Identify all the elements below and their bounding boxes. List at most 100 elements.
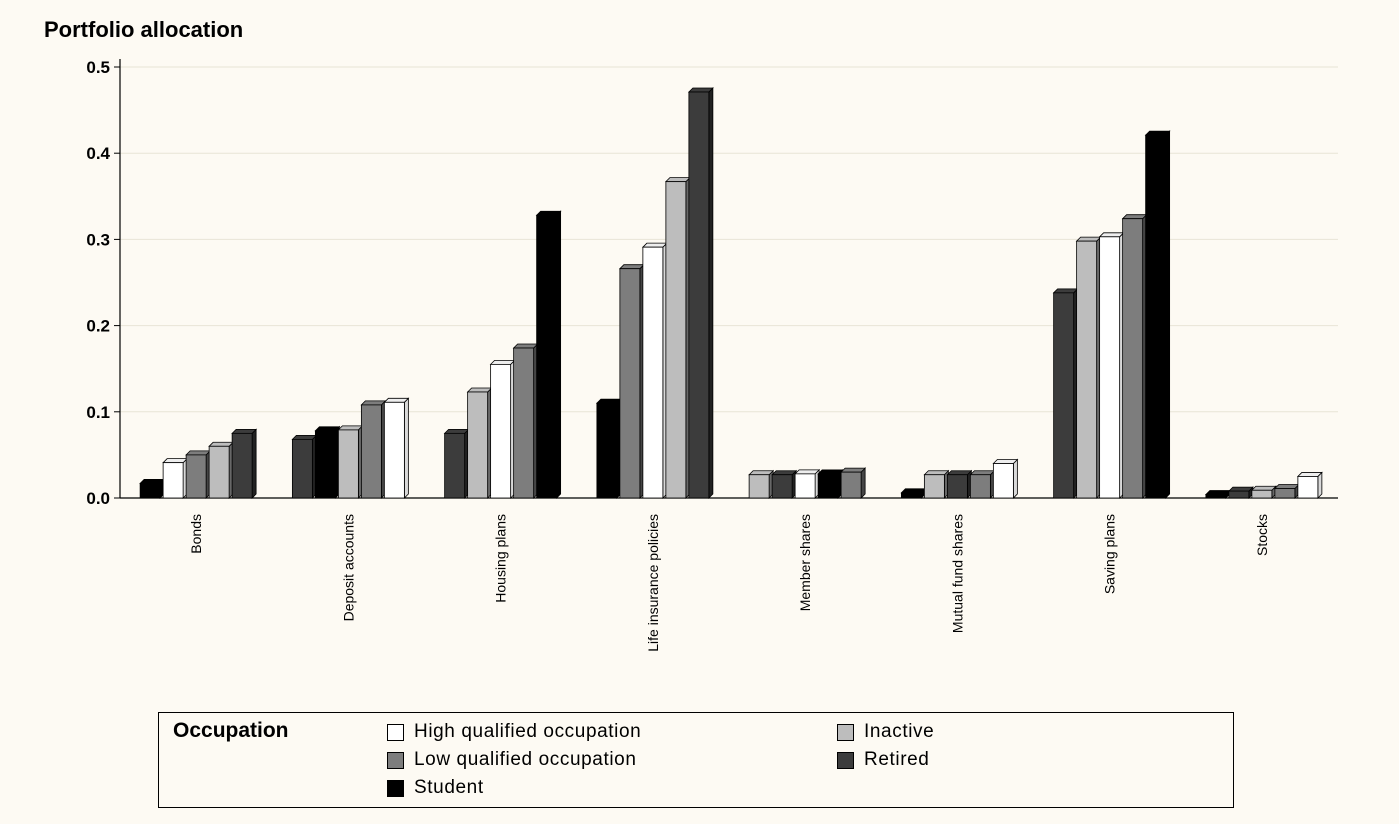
- ytick-label: 0.3: [86, 230, 110, 249]
- bar: [771, 474, 793, 499]
- bar: [139, 482, 161, 499]
- bar-top: [900, 488, 927, 494]
- bar-top: [383, 397, 410, 403]
- bar-side: [1012, 458, 1018, 499]
- bar-top: [969, 470, 996, 476]
- legend-label-student: Student: [414, 777, 484, 798]
- bar-top: [748, 470, 775, 476]
- bar-top: [840, 467, 867, 473]
- bar-top: [291, 434, 318, 440]
- bar-side: [251, 428, 257, 499]
- xtick-label: Member shares: [797, 514, 813, 611]
- bar-top: [992, 459, 1019, 464]
- bar: [1297, 476, 1319, 499]
- bar: [665, 181, 687, 499]
- legend-label-high-qualified: High qualified occupation: [414, 721, 642, 742]
- legend-label-inactive: Inactive: [864, 721, 935, 742]
- bar-top: [1273, 484, 1300, 489]
- bar-top: [208, 441, 235, 447]
- legend-item-high-qualified: High qualified occupation: [387, 720, 641, 744]
- bar-top: [1052, 288, 1079, 294]
- bar: [817, 473, 839, 499]
- xtick-label: Stocks: [1254, 514, 1270, 556]
- bar: [1122, 218, 1144, 499]
- legend-swatch-inactive: [837, 723, 854, 741]
- bar-top: [139, 478, 166, 484]
- legend-label-retired: Retired: [864, 749, 930, 770]
- bar-top: [817, 469, 844, 475]
- bar-top: [1121, 214, 1148, 220]
- bar: [1274, 488, 1296, 499]
- chart-title: Portfolio allocation: [44, 17, 243, 42]
- bar-top: [595, 398, 622, 404]
- bar-layer: [139, 87, 1323, 499]
- bar-top: [1227, 486, 1254, 492]
- legend-swatch-high-qualified: [387, 723, 404, 741]
- ytick-label: 0.0: [86, 489, 110, 508]
- legend-item-retired: Retired: [837, 748, 929, 772]
- bar-top: [771, 470, 798, 476]
- bar-side: [403, 397, 409, 499]
- bar-top: [1144, 130, 1171, 136]
- bar-side: [708, 87, 714, 499]
- xtick-label: Mutual fund shares: [949, 514, 965, 633]
- bar: [794, 473, 816, 499]
- bar: [1099, 236, 1121, 499]
- ytick-label: 0.5: [86, 58, 110, 77]
- legend-swatch-student: [387, 779, 404, 797]
- xtick-label: Deposit accounts: [340, 514, 356, 621]
- legend-item-low-qualified: Low qualified occupation: [387, 748, 637, 772]
- legend-swatch-retired: [837, 751, 854, 769]
- bar-top: [231, 428, 258, 434]
- xtick-label: Bonds: [188, 514, 204, 554]
- bar: [536, 214, 558, 499]
- bar: [208, 445, 230, 499]
- bar-top: [489, 359, 516, 365]
- bar: [185, 454, 207, 499]
- bar-top: [512, 343, 539, 349]
- bar: [360, 404, 382, 499]
- ytick-label: 0.4: [86, 144, 110, 163]
- bar: [383, 401, 405, 499]
- legend-item-student: Student: [387, 776, 484, 800]
- legend-item-inactive: Inactive: [837, 720, 934, 744]
- bar: [291, 438, 313, 499]
- bar: [969, 474, 991, 499]
- bar-top: [946, 470, 973, 476]
- bar: [748, 474, 770, 499]
- bar: [619, 268, 641, 499]
- bar: [231, 432, 253, 499]
- bar: [1145, 134, 1167, 499]
- bar: [992, 463, 1014, 499]
- bar-side: [860, 467, 866, 499]
- bar-top: [162, 458, 189, 464]
- bar: [840, 471, 862, 499]
- bar: [467, 391, 489, 499]
- bar-top: [687, 87, 714, 93]
- bar-top: [1296, 472, 1323, 477]
- bar: [946, 474, 968, 499]
- xtick-label: Life insurance policies: [645, 514, 661, 652]
- bar: [900, 492, 922, 499]
- label-layer: Bonds Deposit accounts Housing plans Life i…: [188, 514, 1270, 652]
- ytick-label: 0.1: [86, 403, 110, 422]
- ytick-label: 0.2: [86, 317, 110, 336]
- legend-swatch-low-qualified: [387, 751, 404, 769]
- bar-top: [185, 450, 212, 456]
- bar-top: [1250, 485, 1277, 491]
- bar: [642, 246, 664, 499]
- bar: [337, 429, 359, 499]
- bar-top: [443, 428, 470, 434]
- xtick-label: Housing plans: [493, 514, 509, 603]
- bar-top: [618, 264, 645, 270]
- bar: [1053, 292, 1075, 499]
- bar-top: [1075, 236, 1102, 242]
- bar-top: [314, 426, 341, 432]
- bar: [688, 91, 710, 499]
- bar-top: [923, 470, 950, 476]
- bar-top: [337, 425, 364, 431]
- bar: [444, 432, 466, 499]
- bar: [1205, 494, 1227, 499]
